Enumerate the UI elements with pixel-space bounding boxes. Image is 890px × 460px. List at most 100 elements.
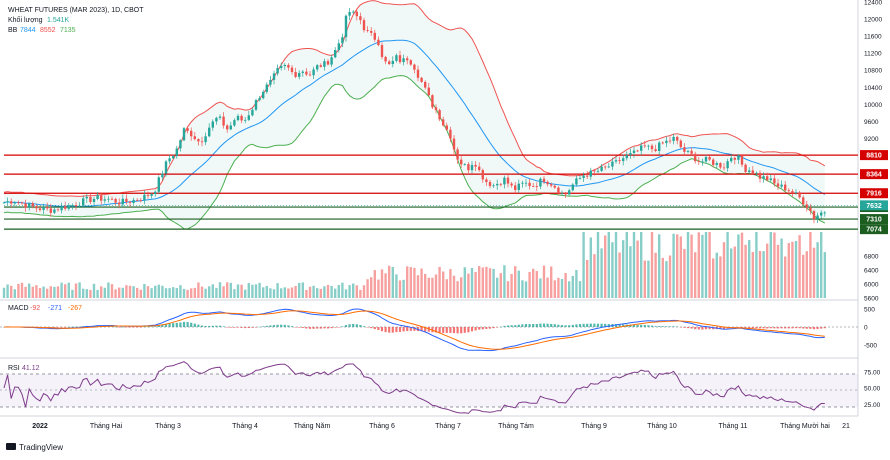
candle-body — [96, 195, 99, 199]
candle-body — [53, 209, 56, 213]
volume-bar — [64, 284, 67, 298]
candle-body — [726, 161, 729, 169]
volume-tick: 6000 — [864, 282, 879, 289]
volume-bar — [690, 234, 693, 298]
candle-body — [816, 215, 819, 220]
macd-hist-bar — [258, 326, 261, 328]
candle-body — [384, 56, 387, 62]
candle-body — [38, 208, 42, 211]
volume-tick: 6400 — [864, 268, 879, 275]
volume-bar — [323, 286, 326, 298]
candle-body — [427, 87, 430, 96]
pane-separators — [0, 0, 859, 417]
volume-bar — [460, 277, 463, 298]
macd-signal-line — [4, 310, 825, 350]
volume-bar — [521, 280, 524, 298]
candle-body — [557, 187, 560, 194]
macd-hist-bar — [632, 324, 636, 327]
volume-bar — [190, 288, 193, 298]
macd-hist-bar — [337, 327, 340, 328]
volume-bar — [445, 279, 448, 298]
tradingview-logo[interactable]: TradingView — [6, 443, 63, 452]
volume-bar — [380, 269, 384, 298]
macd-hist-bar — [254, 327, 258, 328]
volume-bar — [132, 286, 135, 298]
volume-bar — [467, 273, 470, 298]
candle-body — [676, 136, 679, 141]
candle-body — [316, 65, 319, 70]
candle-body — [380, 45, 384, 57]
candle-body — [82, 198, 85, 206]
volume-bar — [244, 289, 247, 298]
candle-body — [812, 211, 816, 220]
candle-body — [31, 203, 34, 207]
candle-body — [139, 200, 142, 202]
candle-body — [820, 212, 823, 216]
macd-hist-bar — [341, 326, 344, 327]
candle-body — [445, 125, 448, 130]
macd-hist-bar — [262, 326, 265, 327]
macd-hist-bar — [751, 327, 754, 329]
level-tag-text-8810: 8810 — [866, 153, 882, 160]
volume-bar — [362, 285, 366, 298]
candle-body — [452, 138, 456, 150]
volume-bar — [100, 286, 103, 298]
volume-bar — [197, 282, 200, 298]
candle-body — [798, 192, 801, 198]
candle-body — [67, 205, 70, 209]
macd-hist-bar — [150, 326, 153, 328]
macd-hist-bar — [564, 325, 567, 327]
candle-body — [632, 150, 636, 153]
macd-hist-bar — [589, 323, 592, 327]
macd-hist-bar — [593, 323, 596, 327]
candle-body — [568, 190, 571, 195]
candle-body — [355, 11, 358, 17]
macd-hist-bar — [640, 324, 643, 327]
candle-body — [463, 164, 466, 165]
candle-body — [802, 197, 805, 205]
candle-body — [661, 142, 664, 144]
volume-bar — [769, 232, 772, 298]
volume-bar — [794, 240, 798, 298]
macd-hist-bar — [359, 325, 362, 327]
bb-fill — [4, 0, 825, 230]
time-label: Tháng 7 — [435, 423, 461, 430]
candle-body — [305, 71, 308, 75]
macd-hist-bar — [683, 327, 686, 328]
macd-hist-bar — [186, 322, 189, 327]
macd-hist-bar — [49, 327, 52, 328]
macd-hist-bar — [154, 326, 157, 327]
candle-body — [226, 125, 229, 130]
bollinger-bands — [3, 0, 826, 230]
candle-body — [492, 185, 495, 187]
candlesticks — [2, 8, 826, 224]
candle-body — [442, 119, 445, 126]
candle-body — [755, 172, 758, 174]
volume-bar — [719, 256, 722, 298]
volume-bar — [424, 273, 427, 298]
macd-hist-bar — [733, 327, 736, 328]
volume-bar — [809, 232, 812, 298]
volume-bar — [463, 267, 466, 298]
macd-hist-bar — [132, 327, 135, 328]
rsi-tick: 75.00 — [864, 369, 881, 376]
volume-bar — [125, 285, 128, 298]
volume-bar — [604, 235, 607, 298]
candle-body — [326, 61, 330, 65]
candle-body — [485, 179, 488, 182]
volume-bar — [406, 266, 409, 298]
macd-hist-bar — [301, 327, 304, 328]
volume-bar — [305, 290, 308, 298]
volume-bar — [679, 236, 682, 298]
volume-bar — [550, 266, 553, 298]
candle-body — [629, 152, 632, 156]
volume-bar — [787, 243, 790, 298]
volume-bar — [744, 244, 747, 298]
volume-bar — [672, 233, 675, 298]
candle-body — [766, 176, 769, 181]
macd-hist-bar — [136, 327, 139, 328]
volume-bar — [478, 266, 481, 298]
candle-body — [71, 205, 74, 206]
candle-body — [272, 73, 276, 80]
